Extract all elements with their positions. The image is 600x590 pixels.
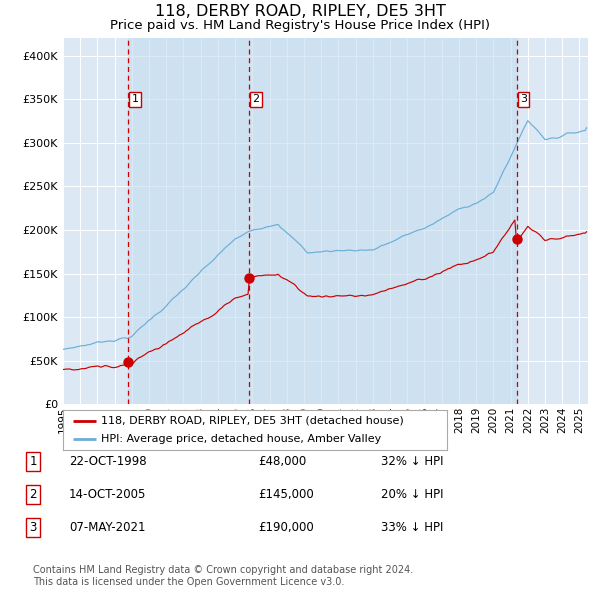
Text: £145,000: £145,000: [258, 488, 314, 501]
Text: Price paid vs. HM Land Registry's House Price Index (HPI): Price paid vs. HM Land Registry's House …: [110, 19, 490, 32]
Text: 2: 2: [253, 94, 259, 104]
Text: HPI: Average price, detached house, Amber Valley: HPI: Average price, detached house, Ambe…: [101, 434, 382, 444]
Text: 3: 3: [520, 94, 527, 104]
Bar: [128, 38, 517, 404]
Text: 2: 2: [29, 488, 37, 501]
Text: £190,000: £190,000: [258, 521, 314, 534]
Text: 07-MAY-2021: 07-MAY-2021: [69, 521, 146, 534]
Text: This data is licensed under the Open Government Licence v3.0.: This data is licensed under the Open Gov…: [33, 577, 344, 587]
Text: 1: 1: [132, 94, 139, 104]
Text: 118, DERBY ROAD, RIPLEY, DE5 3HT: 118, DERBY ROAD, RIPLEY, DE5 3HT: [155, 4, 445, 19]
Text: 33% ↓ HPI: 33% ↓ HPI: [381, 521, 443, 534]
Text: 20% ↓ HPI: 20% ↓ HPI: [381, 488, 443, 501]
Text: 22-OCT-1998: 22-OCT-1998: [69, 455, 146, 468]
Text: Contains HM Land Registry data © Crown copyright and database right 2024.: Contains HM Land Registry data © Crown c…: [33, 565, 413, 575]
Text: 118, DERBY ROAD, RIPLEY, DE5 3HT (detached house): 118, DERBY ROAD, RIPLEY, DE5 3HT (detach…: [101, 416, 404, 426]
Text: 3: 3: [29, 521, 37, 534]
Text: 1: 1: [29, 455, 37, 468]
Text: £48,000: £48,000: [258, 455, 306, 468]
Text: 32% ↓ HPI: 32% ↓ HPI: [381, 455, 443, 468]
Text: 14-OCT-2005: 14-OCT-2005: [69, 488, 146, 501]
